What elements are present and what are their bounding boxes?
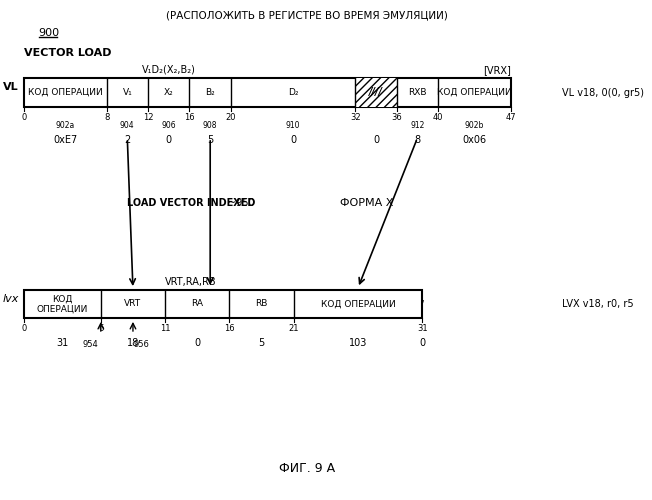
Text: 0: 0 <box>21 324 26 333</box>
Text: LVX v18, r0, r5: LVX v18, r0, r5 <box>562 299 634 309</box>
Text: ФИГ. 9 A: ФИГ. 9 A <box>278 462 335 475</box>
Text: 906: 906 <box>162 121 176 130</box>
Text: 910: 910 <box>286 121 301 130</box>
Text: 31: 31 <box>417 324 428 333</box>
Text: 36: 36 <box>391 113 402 122</box>
Text: VECTOR LOAD: VECTOR LOAD <box>23 48 111 58</box>
Text: 0x06: 0x06 <box>462 135 486 145</box>
Text: VRT: VRT <box>125 300 141 308</box>
Text: 0: 0 <box>166 135 172 145</box>
Text: 21: 21 <box>288 324 299 333</box>
Text: 32: 32 <box>350 113 361 122</box>
Text: 900: 900 <box>38 28 60 38</box>
Text: 0: 0 <box>21 113 26 122</box>
Text: 16: 16 <box>184 113 195 122</box>
Text: 8: 8 <box>104 113 110 122</box>
Text: КОД
ОПЕРАЦИИ: КОД ОПЕРАЦИИ <box>37 294 88 314</box>
Text: 31: 31 <box>56 338 68 348</box>
Text: 16: 16 <box>224 324 235 333</box>
Text: 5: 5 <box>207 135 213 145</box>
Text: ////: //// <box>369 88 383 98</box>
Text: 0: 0 <box>373 135 379 145</box>
Text: 0: 0 <box>290 135 296 145</box>
Text: 6: 6 <box>98 324 104 333</box>
Text: 912: 912 <box>410 121 424 130</box>
Text: 12: 12 <box>143 113 153 122</box>
Text: КОД ОПЕРАЦИИ: КОД ОПЕРАЦИИ <box>28 88 102 97</box>
Text: ФОРМА X: ФОРМА X <box>340 198 393 207</box>
Text: 8: 8 <box>415 135 421 145</box>
Text: 956: 956 <box>134 340 150 349</box>
Text: 20: 20 <box>226 113 236 122</box>
Text: 47: 47 <box>505 113 516 122</box>
Text: КОД ОПЕРАЦИИ: КОД ОПЕРАЦИИ <box>321 300 395 308</box>
Text: 0xE7: 0xE7 <box>53 135 77 145</box>
Text: X₂: X₂ <box>164 88 173 97</box>
Text: B₂: B₂ <box>205 88 215 97</box>
Text: 40: 40 <box>433 113 443 122</box>
Text: 103: 103 <box>349 338 367 348</box>
Text: /: / <box>421 300 424 308</box>
Text: LOAD VECTOR INDEXED: LOAD VECTOR INDEXED <box>127 198 256 207</box>
Text: 0: 0 <box>194 338 200 348</box>
Text: RB: RB <box>256 300 268 308</box>
Text: 908: 908 <box>203 121 217 130</box>
Text: [VRX]: [VRX] <box>482 65 511 75</box>
Text: 904: 904 <box>120 121 134 130</box>
Text: (РАСПОЛОЖИТЬ В РЕГИСТРЕ ВО ВРЕМЯ ЭМУЛЯЦИИ): (РАСПОЛОЖИТЬ В РЕГИСТРЕ ВО ВРЕМЯ ЭМУЛЯЦИ… <box>166 10 448 20</box>
Text: 11: 11 <box>160 324 170 333</box>
Text: RXB: RXB <box>408 88 426 97</box>
Text: V₁D₂(X₂,B₂): V₁D₂(X₂,B₂) <box>141 65 196 75</box>
Text: 5: 5 <box>258 338 265 348</box>
Text: RA: RA <box>191 300 203 308</box>
Text: 0: 0 <box>419 338 425 348</box>
Text: lvx: lvx <box>3 294 19 304</box>
Text: VL v18, 0(0, gr5): VL v18, 0(0, gr5) <box>562 88 644 98</box>
Bar <box>355 78 396 107</box>
Text: D₂: D₂ <box>288 88 299 97</box>
Text: КОД ОПЕРАЦИИ: КОД ОПЕРАЦИИ <box>437 88 512 97</box>
Text: 902a: 902a <box>55 121 75 130</box>
Text: VRT,RA,RB: VRT,RA,RB <box>165 277 216 287</box>
Text: VL: VL <box>3 82 19 92</box>
Text: 2: 2 <box>124 135 130 145</box>
Text: 902b: 902b <box>465 121 484 130</box>
Text: ~950: ~950 <box>228 198 254 207</box>
Bar <box>23 78 511 107</box>
Text: 954: 954 <box>82 340 98 349</box>
Text: V₁: V₁ <box>123 88 132 97</box>
Bar <box>23 290 422 318</box>
Text: 18: 18 <box>127 338 139 348</box>
